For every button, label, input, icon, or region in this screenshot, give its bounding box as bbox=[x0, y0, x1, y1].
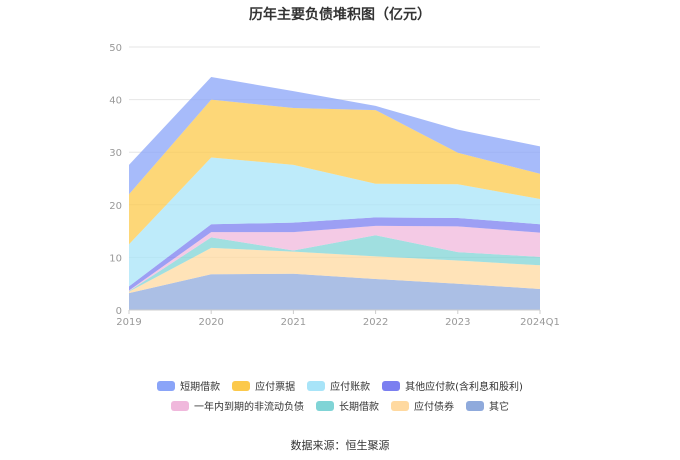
y-tick-label: 50 bbox=[109, 43, 122, 54]
legend-swatch bbox=[157, 380, 176, 391]
legend-item-notes-payable[interactable]: 应付票据 bbox=[232, 378, 295, 393]
legend-item-short-term-loans[interactable]: 短期借款 bbox=[157, 378, 220, 393]
legend-swatch bbox=[171, 400, 189, 411]
x-tick-label: 2023 bbox=[445, 317, 470, 328]
area-series bbox=[129, 217, 540, 291]
legend-label: 长期借款 bbox=[339, 402, 379, 413]
legend-item-other[interactable]: 其它 bbox=[466, 398, 509, 413]
area-series bbox=[129, 99, 540, 245]
legend-label: 短期借款 bbox=[180, 382, 221, 393]
legend-swatch bbox=[316, 400, 334, 411]
x-tick-label: 2019 bbox=[116, 317, 141, 328]
area-series bbox=[129, 76, 540, 195]
area-series bbox=[129, 157, 540, 287]
chart-title: 历年主要负债堆积图（亿元） bbox=[249, 7, 431, 23]
y-tick-label: 10 bbox=[109, 253, 122, 264]
x-tick-label: 2022 bbox=[363, 317, 388, 328]
y-tick-label: 40 bbox=[109, 96, 122, 107]
legend-label: 其他应付款(含利息和股利) bbox=[405, 382, 523, 393]
legend-label: 应付债券 bbox=[414, 402, 454, 413]
data-source: 数据来源：恒生聚源 bbox=[290, 439, 390, 452]
y-tick-label: 30 bbox=[109, 148, 122, 159]
x-tick-label: 2021 bbox=[281, 317, 306, 328]
legend-label: 应付票据 bbox=[255, 382, 296, 393]
legend-swatch bbox=[232, 380, 251, 391]
legend-item-current-portion-noncurrent[interactable]: 一年内到期的非流动负债 bbox=[171, 398, 304, 413]
legend-row-1: 短期借款 应付票据 应付账款 其他应付款(含利息和股利) bbox=[0, 378, 680, 393]
legend-label: 其它 bbox=[489, 402, 509, 413]
legend-swatch bbox=[307, 380, 326, 391]
y-tick-label: 0 bbox=[116, 306, 122, 317]
x-tick-label: 2020 bbox=[198, 317, 223, 328]
legend-swatch bbox=[466, 400, 484, 411]
area-series bbox=[129, 225, 540, 292]
area-series bbox=[129, 235, 540, 292]
legend-label: 一年内到期的非流动负债 bbox=[194, 402, 304, 413]
y-tick-label: 20 bbox=[109, 201, 122, 212]
legend-row-2: 一年内到期的非流动负债 长期借款 应付债券 其它 bbox=[0, 398, 680, 413]
area-series bbox=[129, 273, 540, 310]
legend-swatch bbox=[391, 400, 409, 411]
legend-item-accounts-payable[interactable]: 应付账款 bbox=[307, 378, 370, 393]
legend-swatch bbox=[382, 380, 401, 391]
x-tick-label: 2024Q1 bbox=[520, 317, 560, 328]
legend-item-long-term-loans[interactable]: 长期借款 bbox=[316, 398, 379, 413]
legend-item-bonds-payable[interactable]: 应付债券 bbox=[391, 398, 454, 413]
legend-label: 应付账款 bbox=[330, 382, 371, 393]
area-series bbox=[129, 247, 540, 294]
legend-item-other-payables[interactable]: 其他应付款(含利息和股利) bbox=[382, 378, 523, 393]
